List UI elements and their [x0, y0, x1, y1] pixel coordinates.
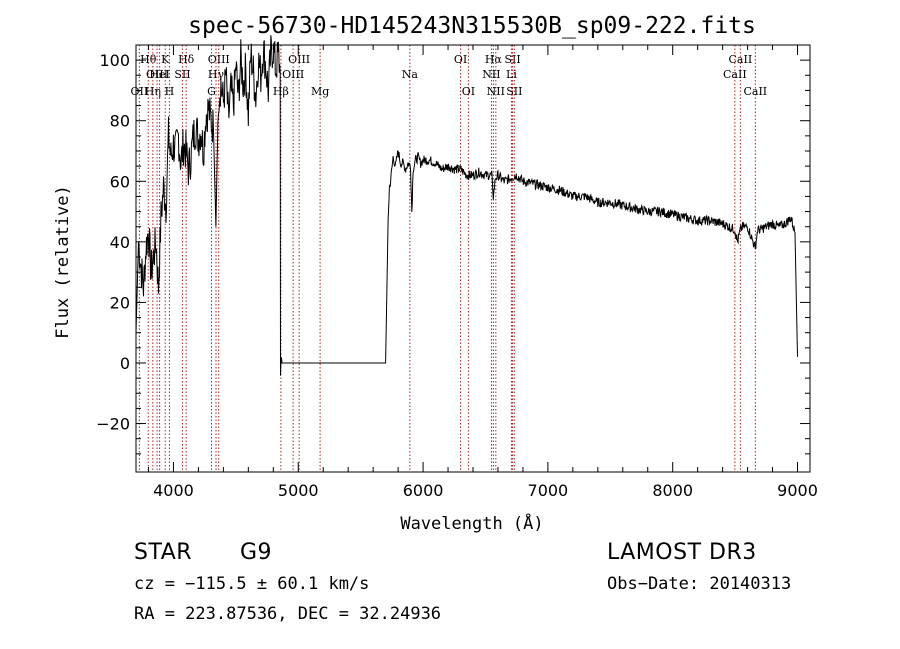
line-label-3: Hη [145, 85, 161, 98]
line-label-2: OIII [146, 68, 168, 81]
line-label-24: SII [506, 85, 522, 98]
line-label-4: HeI [149, 68, 169, 81]
line-label-18: OI [462, 85, 475, 98]
line-label-26: CaII [723, 68, 747, 81]
series-layer [135, 35, 798, 376]
y-axis-ticks: −20 0 20 40 60 80 100 [96, 51, 810, 455]
x-tick-label: 4000 [153, 481, 194, 500]
x-tick-label: 7000 [528, 481, 569, 500]
y-tick-label: 40 [110, 233, 130, 252]
line-label-13: OIII [288, 53, 310, 66]
line-label-27: CaII [743, 85, 767, 98]
line-label-5: K [161, 53, 170, 66]
x-axis-ticks: 4000 5000 6000 7000 8000 9000 [147, 45, 818, 500]
line-label-1: Hθ [140, 53, 157, 66]
line-label-14: OIII [282, 68, 304, 81]
line-label-11: G [207, 85, 216, 98]
emission-lines-layer: OII Hθ OIII Hη HeI K H SII Hδ OIII Hγ G Hβ OIII OIII Mg… [131, 45, 767, 472]
line-label-0: OII [131, 85, 149, 98]
line-label-16: Na [402, 68, 419, 81]
line-label-17: OI [454, 53, 467, 66]
object-type: STAR [134, 540, 193, 565]
y-tick-label: 60 [110, 172, 130, 191]
spectrum-line [135, 35, 798, 376]
line-label-22: SII [504, 53, 520, 66]
line-label-10: Hγ [208, 68, 225, 81]
x-axis-label: Wavelength (Å) [400, 512, 543, 534]
line-label-15: Mg [311, 85, 329, 98]
x-tick-label: 8000 [652, 481, 693, 500]
line-label-19: Hα [485, 53, 503, 66]
object-subclass: G9 [240, 540, 273, 565]
y-tick-label: −20 [96, 415, 130, 434]
line-label-8: Hδ [178, 53, 195, 66]
line-label-25: CaII [729, 53, 753, 66]
y-axis-label: Flux (relative) [53, 185, 73, 339]
redshift-velocity: cz = −115.5 ± 60.1 km/s [134, 574, 370, 594]
coordinates: RA = 223.87536, DEC = 32.24936 [134, 604, 442, 624]
line-label-12: Hβ [273, 85, 289, 98]
survey-name: LAMOST DR3 [607, 540, 757, 565]
y-tick-label: 0 [120, 354, 130, 373]
observation-date: Obs−Date: 20140313 [607, 574, 792, 594]
y-tick-label: 100 [99, 51, 130, 70]
line-label-7: SII [174, 68, 190, 81]
line-label-9: OIII [208, 53, 230, 66]
y-tick-label: 20 [110, 293, 130, 312]
x-tick-label: 6000 [403, 481, 444, 500]
line-label-23: Li [506, 68, 517, 81]
x-tick-label: 5000 [278, 481, 319, 500]
plot-frame [135, 44, 811, 473]
chart-title: spec-56730-HD145243N315530B_sp09-222.fit… [188, 13, 756, 39]
line-label-21: NII [487, 85, 505, 98]
y-tick-label: 80 [110, 112, 130, 131]
x-tick-label: 9000 [777, 481, 818, 500]
line-label-6: H [165, 85, 175, 98]
line-label-20: NII [482, 68, 500, 81]
